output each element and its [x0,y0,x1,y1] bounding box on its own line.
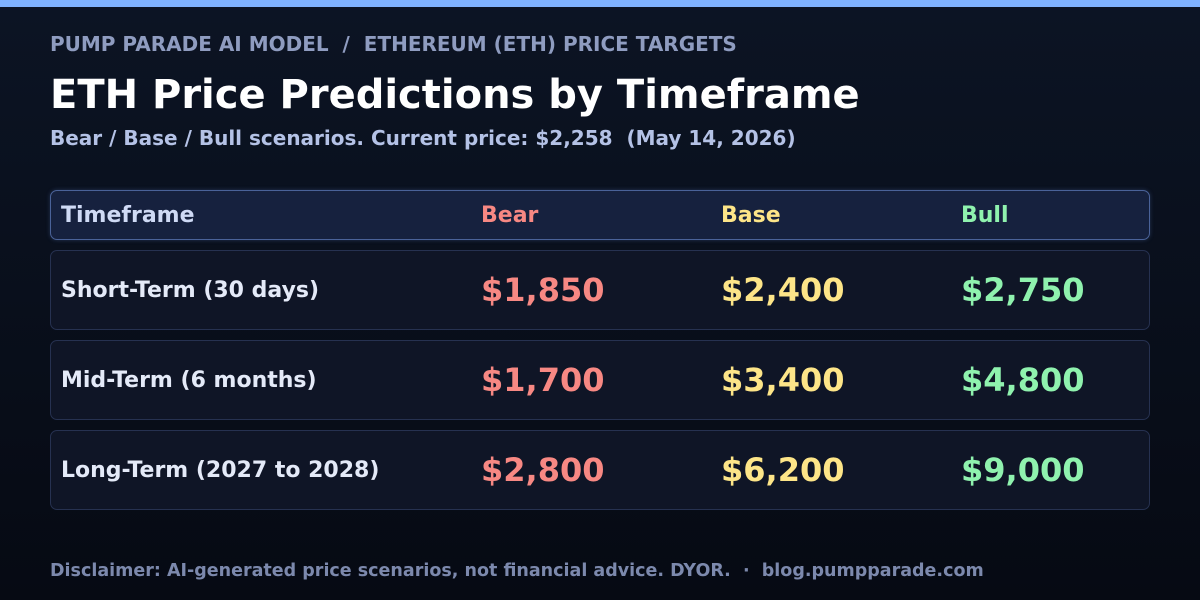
bear-price: $1,700 [481,361,605,399]
timeframe-label: Long-Term (2027 to 2028) [61,457,380,483]
breadcrumb: PUMP PARADE AI MODEL / ETHEREUM (ETH) PR… [50,32,737,56]
table-header-row: Timeframe Bear Base Bull [50,190,1150,240]
base-price: $6,200 [721,451,845,489]
bear-price: $2,800 [481,451,605,489]
bull-price: $2,750 [961,271,1085,309]
header-base: Base [721,202,781,228]
price-targets-table: Timeframe Bear Base Bull Short-Term (30 … [50,190,1150,510]
page-title: ETH Price Predictions by Timeframe [50,72,860,118]
timeframe-label: Mid-Term (6 months) [61,367,317,393]
header-timeframe: Timeframe [61,202,195,228]
page-subtitle: Bear / Base / Bull scenarios. Current pr… [50,126,796,150]
table-row-mid-term: Mid-Term (6 months) $1,700 $3,400 $4,800 [50,340,1150,420]
disclaimer-footer: Disclaimer: AI-generated price scenarios… [50,561,984,581]
table-row-long-term: Long-Term (2027 to 2028) $2,800 $6,200 $… [50,430,1150,510]
table-row-short-term: Short-Term (30 days) $1,850 $2,400 $2,75… [50,250,1150,330]
bull-price: $4,800 [961,361,1085,399]
timeframe-label: Short-Term (30 days) [61,277,320,303]
bull-price: $9,000 [961,451,1085,489]
header-bear: Bear [481,202,539,228]
base-price: $3,400 [721,361,845,399]
bear-price: $1,850 [481,271,605,309]
header-bull: Bull [961,202,1009,228]
base-price: $2,400 [721,271,845,309]
top-accent-bar [0,0,1200,7]
